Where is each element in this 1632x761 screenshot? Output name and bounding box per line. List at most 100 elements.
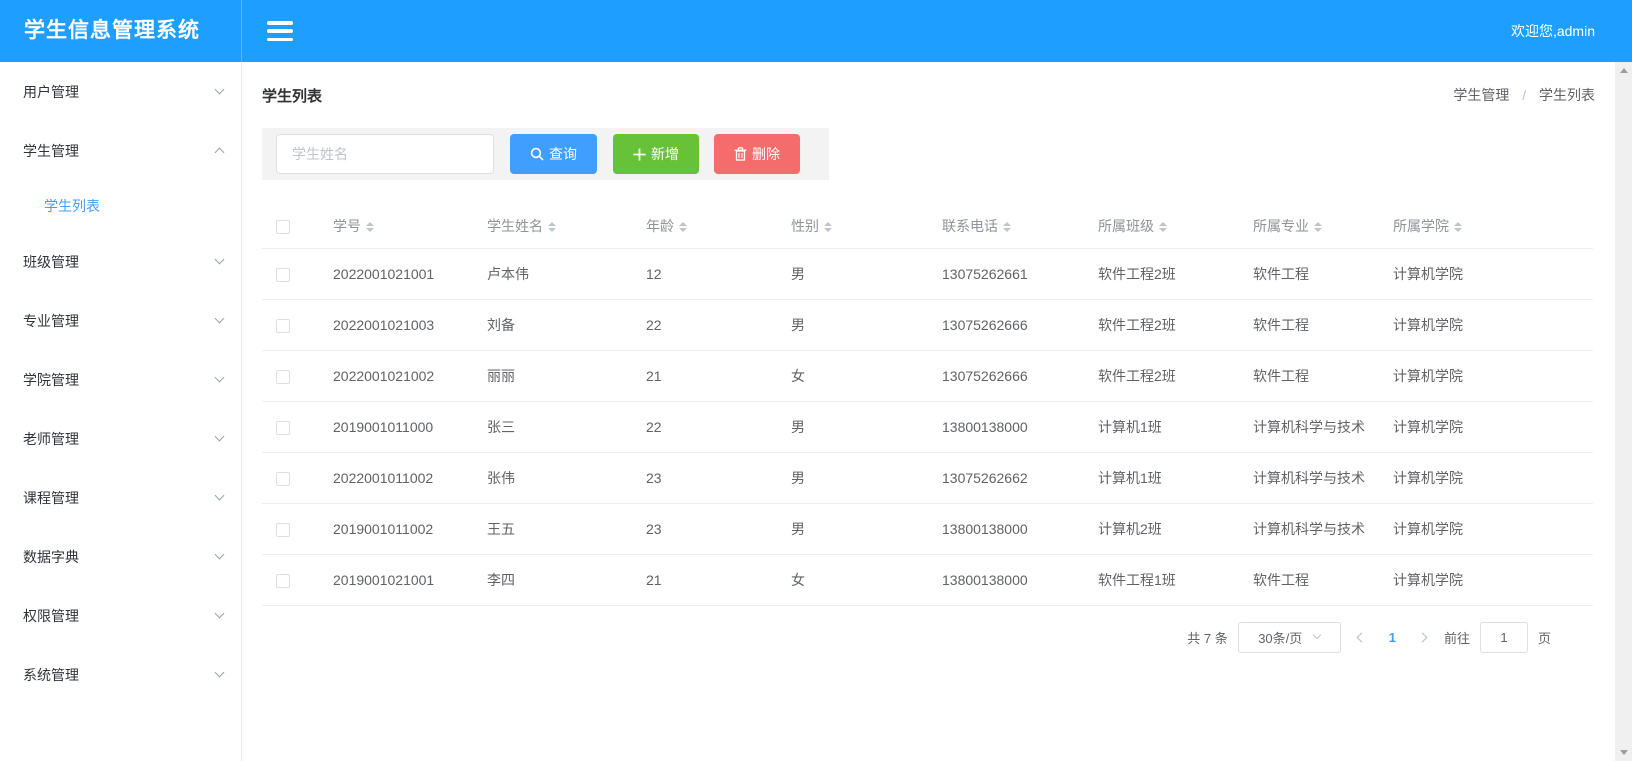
table-row: 2019001021001 李四 21 女 13800138000 软件工程1班 软件工程计… — [262, 553, 1593, 606]
row-checkbox[interactable] — [276, 522, 290, 537]
chevron-down-icon — [1313, 630, 1322, 640]
goto-label: 前往 — [1443, 630, 1470, 646]
sidebar-item-course-mgmt[interactable]: 课程管理 — [0, 468, 241, 527]
sort-caret-icon[interactable] — [679, 218, 687, 236]
plus-icon — [633, 148, 646, 160]
breadcrumb: 学生管理 / 学生列表 — [1453, 85, 1595, 105]
row-checkbox[interactable] — [276, 471, 290, 486]
column-header[interactable]: 性别 — [777, 204, 928, 248]
column-header[interactable]: 学号 — [319, 204, 473, 248]
sort-caret-icon[interactable] — [1159, 218, 1167, 236]
goto-page-input[interactable] — [1479, 621, 1528, 653]
sort-caret-icon[interactable] — [548, 218, 556, 236]
chevron-down-icon — [214, 84, 225, 95]
toolbar: 查询 新增 删除 — [262, 128, 829, 180]
sidebar-item-major-mgmt[interactable]: 专业管理 — [0, 291, 241, 350]
table-row: 2022001011002 张伟 23 男 13075262662 计算机1班 计算机科学与… — [262, 451, 1593, 503]
breadcrumb-item-parent[interactable]: 学生管理 — [1453, 87, 1510, 103]
sidebar-subitem-student-list[interactable]: 学生列表 — [44, 198, 100, 214]
table-cell: 软件工程2班 — [1084, 247, 1239, 299]
sidebar-item-teacher-mgmt[interactable]: 老师管理 — [0, 409, 241, 468]
page-size-select[interactable]: 30条/页 — [1237, 621, 1341, 653]
table-cell: 卢本伟 — [473, 247, 632, 299]
sort-caret-icon[interactable] — [1314, 218, 1322, 236]
sidebar-item-college-mgmt[interactable]: 学院管理 — [0, 350, 241, 409]
table-cell: 女 — [777, 553, 928, 606]
table-cell: 13800138000 — [928, 553, 1084, 606]
search-button[interactable]: 查询 — [510, 134, 597, 174]
table-cell: 女 — [777, 349, 928, 401]
table-cell: 计算机学院 — [1379, 349, 1593, 401]
table-row: 2022001021001 卢本伟 12 男 13075262661 软件工程2班 软件工程… — [262, 247, 1593, 299]
sidebar-item-label: 专业管理 — [23, 312, 79, 329]
table-cell: 软件工程 — [1239, 298, 1379, 350]
table-cell: 12 — [632, 247, 777, 299]
trash-icon — [734, 147, 747, 161]
table-cell: 计算机科学与技术 — [1239, 451, 1379, 503]
table-cell: 13075262662 — [928, 451, 1084, 503]
sort-caret-icon[interactable] — [1003, 218, 1011, 236]
sidebar-item-label: 班级管理 — [23, 253, 79, 270]
sidebar-item-class-mgmt[interactable]: 班级管理 — [0, 232, 241, 291]
table-cell: 2019001011000 — [319, 400, 473, 452]
chevron-down-icon — [214, 431, 225, 442]
table-cell: 13075262666 — [928, 349, 1084, 401]
row-checkbox[interactable] — [276, 318, 290, 333]
table-cell: 计算机科学与技术 — [1239, 400, 1379, 452]
sidebar-item-label: 权限管理 — [23, 607, 79, 624]
sidebar-item-user-mgmt[interactable]: 用户管理 — [0, 62, 241, 121]
row-checkbox[interactable] — [276, 573, 290, 588]
page-title: 学生列表 — [262, 87, 323, 105]
main-content: 学生列表 学生管理 / 学生列表 查询 新增 — [242, 62, 1615, 761]
page-unit-label: 页 — [1537, 630, 1551, 646]
row-checkbox[interactable] — [276, 267, 290, 282]
pagination: 共 7 条 30条/页 1 前往 页 — [262, 621, 1551, 653]
menu-toggle-icon[interactable] — [267, 21, 293, 41]
next-page-button[interactable] — [1412, 622, 1434, 653]
chevron-right-icon — [1418, 632, 1428, 642]
row-checkbox[interactable] — [276, 369, 290, 384]
column-header[interactable]: 年龄 — [632, 204, 777, 248]
sidebar-item-data-dictionary[interactable]: 数据字典 — [0, 527, 241, 586]
column-header[interactable]: 所属班级 — [1084, 204, 1239, 248]
delete-button[interactable]: 删除 — [714, 134, 800, 174]
table-cell: 软件工程1班 — [1084, 553, 1239, 606]
table-cell: 13075262666 — [928, 298, 1084, 350]
table-cell: 2022001021003 — [319, 298, 473, 350]
table-cell: 13075262661 — [928, 247, 1084, 299]
table-row: 2019001011002 王五 23 男 13800138000 计算机2班 计算机科学与… — [262, 502, 1593, 554]
column-header[interactable]: 学生姓名 — [473, 204, 632, 248]
sort-caret-icon[interactable] — [1454, 218, 1462, 236]
app-title: 学生信息管理系统 — [0, 0, 242, 62]
sidebar-item-student-mgmt[interactable]: 学生管理 — [0, 121, 241, 180]
app-header: 学生信息管理系统 欢迎您,admin — [0, 0, 1632, 62]
scroll-down-icon[interactable] — [1615, 744, 1632, 761]
sort-caret-icon[interactable] — [824, 218, 832, 236]
table-cell: 张三 — [473, 400, 632, 452]
table-cell: 2019001011002 — [319, 502, 473, 554]
add-button[interactable]: 新增 — [613, 134, 699, 174]
student-name-input[interactable] — [276, 134, 494, 174]
select-all-checkbox[interactable] — [276, 219, 290, 234]
column-header[interactable]: 所属学院 — [1379, 204, 1593, 248]
scroll-up-icon[interactable] — [1615, 62, 1632, 79]
table-cell: 男 — [777, 502, 928, 554]
column-header[interactable]: 所属专业 — [1239, 204, 1379, 248]
sidebar-item-label: 学院管理 — [23, 371, 79, 388]
sort-caret-icon[interactable] — [366, 218, 374, 236]
table-cell: 软件工程 — [1239, 553, 1379, 606]
table-cell: 计算机学院 — [1379, 451, 1593, 503]
chevron-down-icon — [214, 254, 225, 265]
row-checkbox[interactable] — [276, 420, 290, 435]
scrollbar[interactable] — [1615, 62, 1632, 761]
table-cell: 21 — [632, 349, 777, 401]
search-icon — [530, 147, 544, 161]
breadcrumb-item-current: 学生列表 — [1539, 87, 1595, 103]
column-header[interactable]: 联系电话 — [928, 204, 1084, 248]
table-cell: 男 — [777, 247, 928, 299]
page-number[interactable]: 1 — [1388, 629, 1396, 645]
sidebar-item-permission-mgmt[interactable]: 权限管理 — [0, 586, 241, 645]
sidebar-item-system-mgmt[interactable]: 系统管理 — [0, 645, 241, 704]
prev-page-button[interactable] — [1351, 622, 1373, 653]
table-cell: 2022001021002 — [319, 349, 473, 401]
